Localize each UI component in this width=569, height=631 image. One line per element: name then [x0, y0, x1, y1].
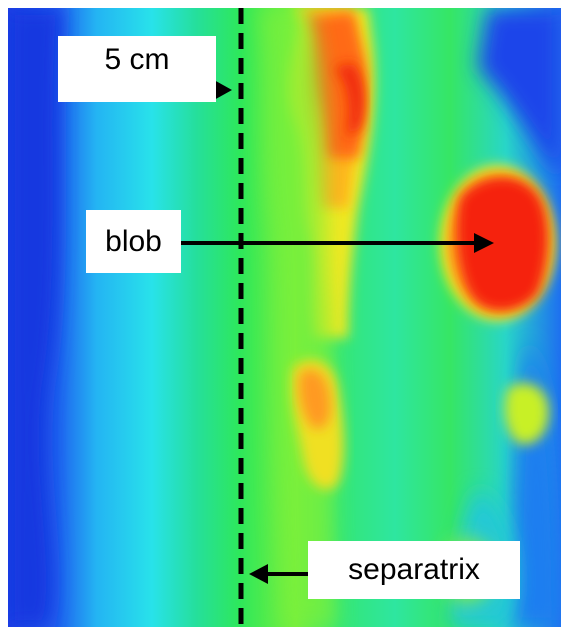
blob-label-text: blob — [105, 224, 162, 258]
blob-label: blob — [86, 210, 181, 273]
separatrix-label-text: separatrix — [348, 553, 480, 586]
scale-label-text: 5 cm — [104, 43, 170, 76]
top-right-cold-region — [478, 8, 561, 178]
scale-label: 5 cm — [58, 36, 216, 102]
separatrix-label: separatrix — [308, 541, 520, 599]
right-yellow-patch — [504, 383, 549, 445]
left-cold-region — [8, 8, 63, 627]
warm-filament-core — [333, 63, 365, 138]
blob-core — [456, 177, 548, 311]
lower-warm-feature-orange — [298, 369, 331, 429]
